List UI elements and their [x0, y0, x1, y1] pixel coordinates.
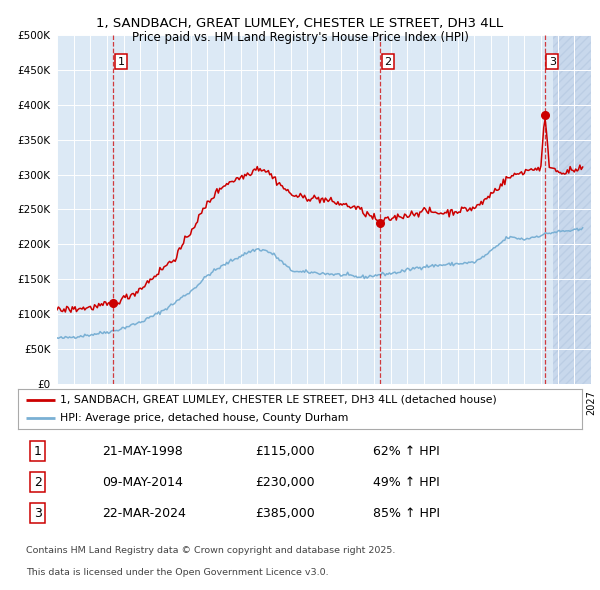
Text: 1: 1	[34, 445, 41, 458]
Bar	[553, 35, 591, 384]
Text: 09-MAY-2014: 09-MAY-2014	[103, 476, 184, 489]
Text: 2: 2	[384, 57, 391, 67]
Text: £230,000: £230,000	[255, 476, 314, 489]
Text: 21-MAY-1998: 21-MAY-1998	[103, 445, 184, 458]
Text: 3: 3	[549, 57, 556, 67]
Text: Contains HM Land Registry data © Crown copyright and database right 2025.: Contains HM Land Registry data © Crown c…	[26, 546, 396, 555]
Text: 22-MAR-2024: 22-MAR-2024	[103, 507, 187, 520]
Text: HPI: Average price, detached house, County Durham: HPI: Average price, detached house, Coun…	[60, 413, 349, 423]
Text: £385,000: £385,000	[255, 507, 314, 520]
Bar	[553, 35, 591, 384]
Text: 3: 3	[34, 507, 41, 520]
Text: Price paid vs. HM Land Registry's House Price Index (HPI): Price paid vs. HM Land Registry's House …	[131, 31, 469, 44]
Text: 1, SANDBACH, GREAT LUMLEY, CHESTER LE STREET, DH3 4LL: 1, SANDBACH, GREAT LUMLEY, CHESTER LE ST…	[97, 17, 503, 30]
Text: 2: 2	[34, 476, 41, 489]
Text: This data is licensed under the Open Government Licence v3.0.: This data is licensed under the Open Gov…	[26, 568, 329, 576]
Text: 62% ↑ HPI: 62% ↑ HPI	[373, 445, 440, 458]
Text: 49% ↑ HPI: 49% ↑ HPI	[373, 476, 440, 489]
Text: £115,000: £115,000	[255, 445, 314, 458]
Text: 1: 1	[118, 57, 125, 67]
Text: 85% ↑ HPI: 85% ↑ HPI	[373, 507, 440, 520]
Text: 1, SANDBACH, GREAT LUMLEY, CHESTER LE STREET, DH3 4LL (detached house): 1, SANDBACH, GREAT LUMLEY, CHESTER LE ST…	[60, 395, 497, 405]
